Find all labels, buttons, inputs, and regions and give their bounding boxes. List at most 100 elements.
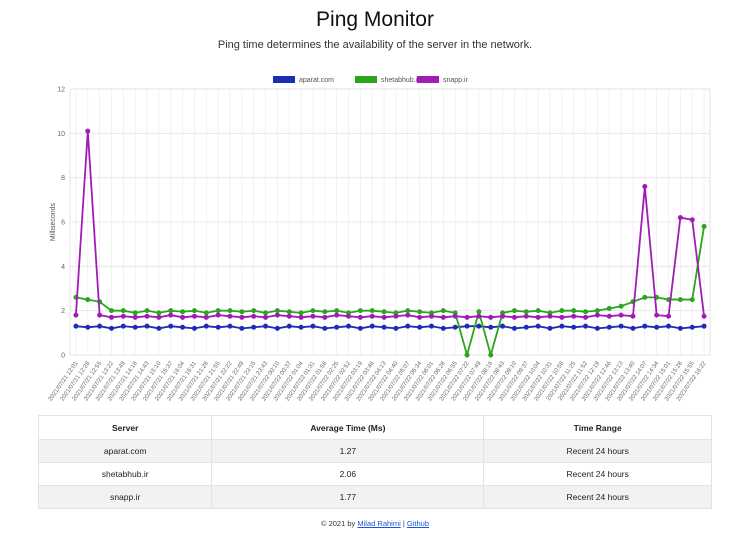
data-point bbox=[286, 313, 292, 319]
data-point bbox=[606, 324, 612, 330]
y-tick-label: 8 bbox=[61, 175, 65, 182]
data-point bbox=[215, 308, 221, 314]
data-point bbox=[511, 308, 517, 314]
data-point bbox=[298, 314, 304, 320]
data-point bbox=[630, 313, 636, 319]
data-point bbox=[132, 324, 138, 330]
data-point bbox=[227, 323, 233, 329]
data-point bbox=[535, 314, 541, 320]
data-point bbox=[85, 324, 91, 330]
data-point bbox=[191, 325, 197, 331]
cell-average-time: 1.77 bbox=[211, 485, 485, 509]
cell-average-time: 2.06 bbox=[211, 462, 485, 486]
data-point bbox=[618, 323, 624, 329]
data-point bbox=[357, 308, 363, 314]
data-point bbox=[369, 313, 375, 319]
series-line bbox=[75, 226, 705, 359]
column-header-server: Server bbox=[37, 415, 213, 440]
data-point bbox=[547, 313, 553, 319]
data-point bbox=[405, 308, 411, 314]
y-tick-label: 6 bbox=[61, 220, 65, 227]
cell-time-range: Recent 24 hours bbox=[483, 462, 712, 486]
data-point bbox=[85, 297, 91, 303]
data-point bbox=[417, 314, 423, 320]
data-point bbox=[108, 325, 114, 331]
data-point bbox=[677, 297, 683, 303]
data-point bbox=[511, 314, 517, 320]
legend-label: aparat.com bbox=[299, 77, 334, 84]
data-point bbox=[334, 312, 340, 318]
data-point bbox=[239, 309, 245, 315]
table-row: aparat.com 1.27 Recent 24 hours bbox=[37, 439, 712, 463]
data-point bbox=[346, 323, 352, 329]
data-point bbox=[120, 323, 126, 329]
data-point bbox=[642, 184, 648, 190]
data-point bbox=[322, 325, 328, 331]
y-tick-label: 0 bbox=[61, 353, 65, 360]
data-point bbox=[606, 305, 612, 311]
data-point bbox=[523, 309, 529, 315]
cell-server: snapp.ir bbox=[37, 485, 213, 509]
data-point bbox=[701, 313, 707, 319]
data-point bbox=[227, 313, 233, 319]
legend-swatch bbox=[273, 76, 295, 83]
data-point bbox=[203, 310, 209, 316]
page-title: Ping Monitor bbox=[316, 8, 434, 31]
data-point bbox=[310, 323, 316, 329]
y-tick-label: 4 bbox=[61, 264, 65, 271]
data-point bbox=[97, 312, 103, 318]
data-point bbox=[559, 323, 565, 329]
data-point bbox=[571, 308, 577, 314]
data-point bbox=[156, 310, 162, 316]
data-point bbox=[393, 325, 399, 331]
y-tick-label: 10 bbox=[57, 131, 65, 138]
data-point bbox=[334, 308, 340, 314]
data-point bbox=[654, 324, 660, 330]
data-point bbox=[120, 313, 126, 319]
data-point bbox=[559, 308, 565, 314]
data-point bbox=[191, 308, 197, 314]
legend-label: snapp.ir bbox=[443, 77, 469, 84]
data-point bbox=[440, 325, 446, 331]
legend-swatch bbox=[355, 76, 377, 83]
data-point bbox=[180, 309, 186, 315]
footer-copyright: © 2021 by bbox=[320, 519, 356, 528]
table-header-row: Server Average Time (Ms) Time Range bbox=[37, 415, 712, 440]
author-link[interactable]: Milad Rahimi bbox=[357, 519, 401, 528]
data-point bbox=[120, 308, 126, 314]
y-tick-label: 2 bbox=[61, 308, 65, 315]
data-point bbox=[322, 309, 328, 315]
data-point bbox=[393, 313, 399, 319]
github-link[interactable]: Github bbox=[406, 519, 429, 528]
legend-swatch bbox=[417, 76, 439, 83]
data-point bbox=[322, 314, 328, 320]
table-row: snapp.ir 1.77 Recent 24 hours bbox=[37, 485, 712, 509]
data-point bbox=[689, 217, 695, 223]
data-point bbox=[286, 309, 292, 315]
series-line bbox=[75, 131, 705, 319]
page-subtitle: Ping time determines the availability of… bbox=[217, 39, 533, 51]
data-point bbox=[666, 323, 672, 329]
data-point bbox=[357, 314, 363, 320]
data-point bbox=[476, 313, 482, 319]
data-point bbox=[642, 294, 648, 300]
data-point bbox=[666, 313, 672, 319]
legend-label: shetabhub.ir bbox=[381, 77, 420, 84]
y-tick-label: 12 bbox=[57, 87, 65, 94]
table-row: shetabhub.ir 2.06 Recent 24 hours bbox=[37, 462, 712, 486]
data-point bbox=[618, 312, 624, 318]
footer: © 2021 by Milad Rahimi | Github bbox=[0, 519, 750, 528]
data-point bbox=[405, 312, 411, 318]
data-point bbox=[428, 323, 434, 329]
data-point bbox=[677, 215, 683, 221]
data-point bbox=[583, 309, 589, 315]
data-point bbox=[594, 308, 600, 314]
data-point bbox=[583, 314, 589, 320]
data-point bbox=[440, 314, 446, 320]
data-point bbox=[547, 325, 553, 331]
data-point bbox=[310, 313, 316, 319]
data-point bbox=[464, 323, 470, 329]
cell-server: shetabhub.ir bbox=[37, 462, 213, 486]
